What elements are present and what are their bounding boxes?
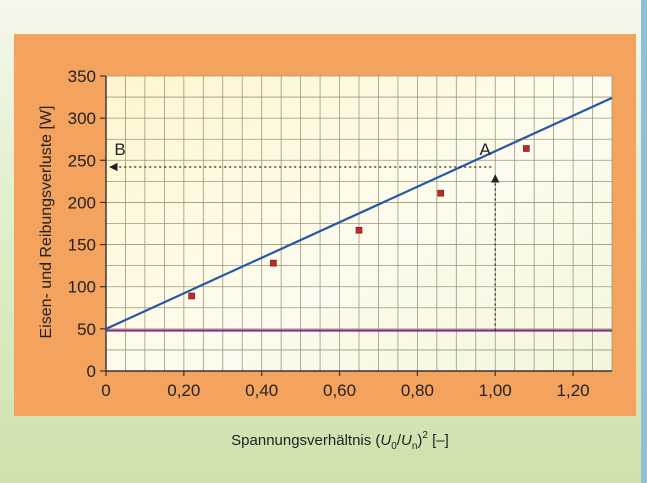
fit-line xyxy=(105,96,613,330)
annotation-b: B xyxy=(114,140,125,159)
measured-points xyxy=(188,145,530,300)
x-axis-label-u0-sub: 0 xyxy=(391,441,397,452)
data-point xyxy=(437,189,445,197)
x-tick-label: 1,00 xyxy=(479,381,512,400)
x-tick-label: 0,20 xyxy=(167,381,200,400)
y-tick-label: 200 xyxy=(68,193,96,212)
figure-right-border xyxy=(641,0,647,483)
x-axis-label-un-sub: n xyxy=(412,441,418,452)
y-tick-label: 250 xyxy=(68,151,96,170)
y-tick-label: 50 xyxy=(77,320,96,339)
annotation-a: A xyxy=(480,140,492,159)
x-axis-label-close: ) xyxy=(417,432,422,449)
y-axis-label: Eisen- und Reibungsverluste [W] xyxy=(38,106,55,339)
x-axis-label-sup: 2 xyxy=(422,430,428,441)
x-axis-label: Spannungsverhältnis (U0/Un)2 [–] xyxy=(231,430,449,452)
y-tick-label: 150 xyxy=(68,236,96,255)
x-axis-label-u0: U xyxy=(380,432,391,449)
x-tick-labels: 0 0,20 0,40 0,60 0,80 1,00 1,20 xyxy=(101,371,590,400)
annotations: AB xyxy=(109,140,500,331)
x-axis-label-slash: / xyxy=(397,432,402,449)
data-point xyxy=(523,145,530,152)
x-tick-label: 0,40 xyxy=(245,381,278,400)
x-axis-label-main: Spannungsverhältnis ( xyxy=(231,432,380,449)
data-point xyxy=(270,259,277,267)
x-tick-label: 1,20 xyxy=(557,381,590,400)
x-tick-label: 0 xyxy=(101,381,110,400)
grid xyxy=(106,75,613,371)
y-tick-labels: 0 50 100 150 200 250 300 350 xyxy=(68,67,106,381)
data-point xyxy=(355,226,363,234)
x-axis-label-un: U xyxy=(401,432,412,449)
y-tick-label: 0 xyxy=(87,362,96,381)
y-tick-label: 100 xyxy=(68,278,96,297)
x-axis-label-unit: [–] xyxy=(428,432,449,449)
y-tick-label: 350 xyxy=(68,67,96,86)
data-point xyxy=(188,292,195,300)
x-tick-label: 0,60 xyxy=(323,381,356,400)
series-lines xyxy=(105,96,613,332)
y-tick-label: 300 xyxy=(68,109,96,128)
x-tick-label: 0,80 xyxy=(401,381,434,400)
axes xyxy=(105,76,612,372)
